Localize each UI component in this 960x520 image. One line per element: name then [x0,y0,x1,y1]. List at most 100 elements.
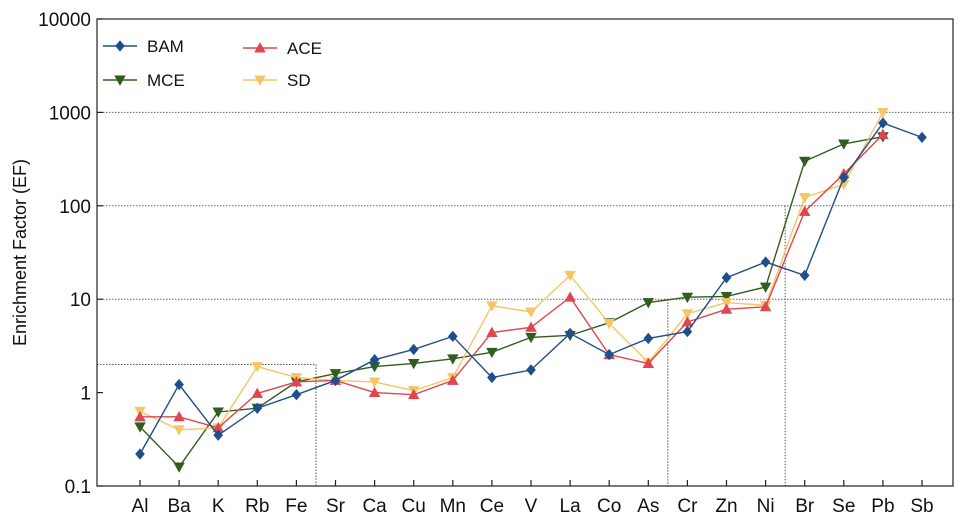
x-tick-label-sb: Sb [910,496,933,517]
data-point-ace-pb [877,128,889,139]
data-point-bam-ba [174,378,184,391]
x-tick-label-mn: Mn [440,496,466,517]
data-point-ace-ca [368,386,381,398]
data-point-mce-ni [759,282,772,293]
x-tick-label-v: V [525,496,538,517]
data-point-bam-k [213,429,224,441]
data-point-mce-mn [447,354,459,365]
series-sd [134,107,889,436]
data-point-mce-zn [720,291,733,303]
y-tick-label: 1 [80,384,91,405]
data-point-bam-as [643,332,654,345]
series-line-sd [139,112,884,431]
data-point-sd-la [564,270,576,282]
series-mce [134,132,889,473]
legend: BAM ACE MCE SD [103,37,322,90]
data-point-mce-v [525,332,537,344]
data-point-bam-al [135,448,145,460]
data-point-bam-co [604,348,615,361]
y-axis-title: Enrichment Factor (EF) [10,159,30,346]
reference-lines [97,205,786,486]
legend-marker-mce [114,75,126,86]
legend-marker-ace [254,42,266,53]
y-tick-label: 10000 [38,10,91,31]
x-tick-label-fe: Fe [285,496,307,517]
data-point-bam-cr [682,325,693,338]
x-tick-label-cu: Cu [402,496,426,517]
data-point-ace-fe [290,376,303,387]
x-tick-label-br: Br [795,496,815,517]
series-bam [135,117,927,460]
data-point-sd-ba [173,425,185,436]
data-point-mce-k [212,407,224,418]
legend-label-bam: BAM [147,37,184,56]
data-point-ace-la [564,291,576,302]
data-point-bam-pb [878,117,888,129]
legend-label-sd: SD [287,71,311,90]
data-point-ace-al [134,411,146,422]
data-point-ace-mn [447,374,459,385]
gridlines [97,111,953,300]
data-point-ace-br [798,205,811,216]
y-tick-label: 1000 [49,103,91,124]
data-point-mce-sr [329,369,342,380]
data-point-sd-cr [681,309,694,320]
data-point-ace-v [525,321,537,332]
legend-marker-bam [115,40,125,52]
data-point-ace-ce [486,326,498,337]
data-point-ace-zn [720,303,733,314]
data-point-bam-se [838,172,849,184]
x-tick-label-cr: Cr [677,496,698,517]
data-point-mce-se [838,139,850,150]
data-point-bam-mn [447,330,458,343]
data-point-bam-ca [369,354,380,366]
x-tick-label-ce: Ce [480,496,504,517]
x-tick-label-co: Co [597,496,621,517]
series-line-mce [139,135,884,469]
data-point-ace-as [642,357,655,368]
data-point-ace-ni [759,300,772,312]
legend-item-bam: BAM [103,37,184,56]
data-point-mce-br [798,156,811,168]
data-point-mce-cr [681,292,694,304]
x-tick-label-ni: Ni [757,496,775,517]
data-point-sd-zn [720,298,733,309]
data-point-ace-rb [251,387,264,398]
data-point-sd-co [603,318,615,330]
data-point-bam-la [565,327,575,340]
data-point-mce-al [134,422,146,433]
x-tick-label-rb: Rb [245,496,269,517]
data-point-sd-rb [251,362,264,373]
series-layer [134,107,927,473]
x-tick-label-k: K [212,496,225,517]
x-tick-label-al: Al [132,496,149,517]
data-point-mce-as [642,298,655,309]
data-point-bam-fe [291,389,302,401]
data-point-sd-br [798,192,811,204]
series-line-ace [140,134,884,429]
y-tick-label: 10 [70,290,91,311]
plot-frame [96,18,954,487]
x-axis-ticks: Al Ba K Rb Fe Sr Ca Cu Mn Ce V La Co As Cr Zn Ni Br Se Pb Sb [132,480,934,517]
data-point-bam-sb [917,131,927,144]
y-axis-ticks: 0.1 1 10 100 1000 10000 [38,10,103,498]
data-point-mce-ba [173,462,185,473]
data-point-ace-cu [407,388,420,400]
data-point-bam-cu [408,343,419,356]
data-point-sd-ce [486,301,498,312]
legend-item-ace: ACE [243,39,322,58]
data-point-bam-ni [760,256,771,268]
data-point-sd-ca [368,377,381,388]
data-point-sd-pb [877,107,889,119]
data-point-bam-sr [330,374,341,387]
y-tick-label: 100 [59,197,91,218]
x-tick-label-ca: Ca [362,496,387,517]
x-tick-label-se: Se [832,496,855,517]
data-point-bam-rb [252,402,263,414]
x-tick-label-sr: Sr [326,496,346,517]
data-point-mce-cu [407,359,420,370]
legend-marker-sd [254,75,266,86]
data-point-bam-br [799,269,810,282]
data-point-bam-v [526,364,536,376]
